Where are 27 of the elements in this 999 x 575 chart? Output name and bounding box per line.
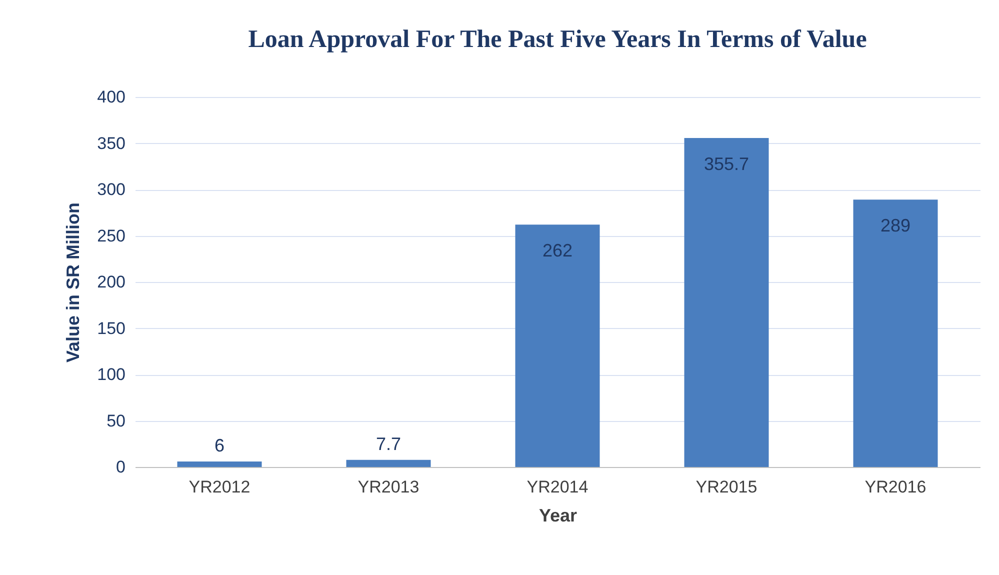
data-label: 7.7 (376, 434, 402, 454)
y-tick-label: 200 (97, 272, 126, 292)
bar (346, 460, 431, 467)
bar (684, 138, 769, 467)
bar (853, 200, 938, 467)
x-tick-label: YR2016 (864, 478, 926, 496)
bar (515, 224, 600, 467)
x-tick-label: YR2012 (188, 478, 250, 496)
y-tick-label: 250 (97, 226, 126, 246)
x-tick-label: YR2014 (526, 478, 588, 496)
bar (177, 461, 262, 467)
y-tick-label: 100 (97, 365, 126, 384)
x-tick-label: YR2015 (696, 478, 758, 496)
chart-title: Loan Approval For The Past Five Years In Terms of Value (248, 26, 867, 53)
x-tick-label: YR2013 (358, 478, 420, 496)
y-axis-title: Value in SR Million (63, 202, 84, 363)
y-tick-label: 0 (116, 458, 126, 476)
x-axis-title: Year (538, 506, 578, 526)
y-tick-label: 350 (97, 134, 126, 153)
data-label: 355.7 (704, 154, 750, 174)
data-label: 289 (880, 216, 911, 236)
y-tick-label: 150 (97, 318, 126, 338)
data-label: 262 (542, 240, 573, 261)
y-tick-label: 300 (97, 180, 126, 199)
data-label: 6 (214, 435, 225, 456)
y-tick-label: 400 (97, 88, 126, 106)
y-tick-label: 50 (106, 411, 126, 430)
